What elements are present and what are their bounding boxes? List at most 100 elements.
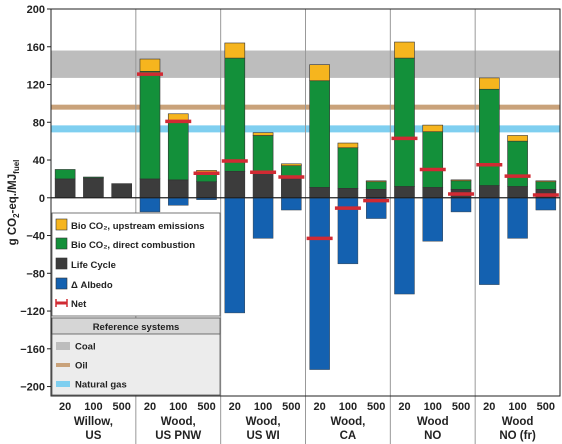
x-tick-label: 100 [424, 401, 442, 413]
x-tick-label: 500 [282, 401, 300, 413]
group-label: NO (fr) [499, 430, 536, 442]
albedo-bar [422, 197, 443, 242]
x-tick-label: 20 [59, 401, 71, 413]
x-tick-label: 500 [537, 401, 555, 413]
direct-bar [83, 176, 104, 179]
albedo-bar [309, 197, 330, 370]
direct-swatch [55, 237, 68, 250]
albedo-bar [139, 197, 161, 213]
x-tick-label: 500 [197, 401, 215, 413]
albedo-bar [224, 197, 246, 314]
legend: Bio CO₂, upstream emissions Bio CO₂, dire… [51, 212, 221, 396]
y-tick-label: 0 [39, 193, 45, 205]
upstream-swatch [55, 218, 68, 231]
direct-bar [252, 135, 274, 174]
group-label: NO [424, 430, 441, 442]
group-label: US PNW [155, 430, 201, 442]
lifecycle-bar [196, 181, 217, 199]
x-tick-label: 100 [339, 401, 357, 413]
y-tick-label: −120 [20, 306, 45, 318]
group-label: Wood [417, 416, 449, 428]
lifecycle-bar [365, 188, 387, 199]
x-tick-label: 100 [84, 401, 102, 413]
upstream-bar [479, 77, 500, 90]
upstream-bar [507, 135, 528, 142]
group-label: Wood, [161, 416, 196, 428]
group-label: Wood [502, 416, 534, 428]
albedo-bar [281, 197, 302, 211]
albedo-bar [394, 197, 415, 295]
lifecycle-bar [83, 177, 104, 199]
upstream-bar [450, 179, 472, 182]
y-tick-label: −80 [26, 268, 45, 280]
upstream-bar [394, 41, 415, 59]
direct-bar [309, 80, 330, 188]
x-tick-label: 100 [254, 401, 272, 413]
direct-bar [535, 181, 557, 190]
x-tick-label: 500 [452, 401, 470, 413]
x-tick-label: 20 [229, 401, 241, 413]
plot-frame [50, 8, 561, 397]
direct-bar [394, 57, 415, 187]
coal-legend-label: Coal [75, 342, 96, 353]
lifecycle-bar [139, 178, 161, 199]
direct-bar [337, 147, 359, 189]
direct-bar [365, 181, 387, 190]
y-tick-label: 40 [33, 155, 45, 167]
x-tick-label: 100 [508, 401, 526, 413]
lifecycle-bar [111, 183, 132, 199]
net-legend-label: Net [71, 299, 87, 310]
albedo-bar [479, 197, 500, 285]
direct-bar [479, 88, 500, 186]
y-tick-label: −160 [20, 344, 45, 356]
group-label: US WI [246, 430, 279, 442]
upstream-bar [224, 42, 246, 59]
lifecycle-bar [422, 187, 444, 199]
lifecycle-bar [394, 186, 415, 199]
upstream-bar [422, 124, 444, 133]
group-label: Wood, [330, 416, 365, 428]
natural-gas-legend-label: Natural gas [75, 380, 127, 391]
albedo-bar [450, 197, 472, 213]
reference-legend-header [51, 317, 221, 335]
albedo-swatch [55, 277, 68, 290]
albedo-legend-label: Δ Albedo [71, 280, 113, 291]
y-tick-label: 200 [27, 4, 45, 16]
lifecycle-bar [507, 186, 528, 199]
direct-bar [422, 131, 444, 188]
reference-legend-title: Reference systems [93, 322, 180, 333]
y-axis-label: g CO2-eq./MJfuel [7, 160, 21, 246]
direct-bar [224, 57, 246, 172]
axes: −200 −160 −120 −80 −40 0 40 80 120 160 200 g CO2-eq… [7, 4, 561, 444]
legend-box [51, 212, 221, 317]
upstream-bar [535, 180, 557, 183]
y-tick-label: −40 [26, 231, 45, 243]
y-tick-label: 80 [33, 117, 45, 129]
albedo-bar [507, 197, 528, 239]
upstream-bar [139, 58, 161, 72]
coal-swatch [56, 342, 70, 350]
y-tick-label: 160 [27, 42, 45, 54]
upstream-bar [281, 163, 302, 166]
lifecycle-bar [167, 179, 189, 199]
oil-swatch [56, 363, 70, 367]
x-tick-label: 20 [314, 401, 326, 413]
lifecycle-bar [337, 188, 359, 199]
albedo-bar [252, 197, 274, 239]
direct-bar [196, 173, 217, 183]
lifecycle-bar [309, 187, 330, 199]
y-tick-label: 120 [27, 80, 45, 92]
x-tick-label: 100 [169, 401, 187, 413]
direct-bar [54, 169, 76, 180]
x-tick-label: 20 [483, 401, 495, 413]
albedo-bar [168, 197, 189, 206]
lifecycle-bar [224, 171, 246, 199]
lifecycle-legend-label: Life Cycle [71, 260, 116, 271]
direct-legend-label: Bio CO₂, direct combustion [71, 240, 195, 251]
group-label: Wood, [246, 416, 281, 428]
direct-bar [139, 70, 161, 180]
direct-bar [450, 180, 472, 190]
upstream-bar [365, 180, 387, 183]
y-tick-label: −200 [20, 382, 45, 394]
